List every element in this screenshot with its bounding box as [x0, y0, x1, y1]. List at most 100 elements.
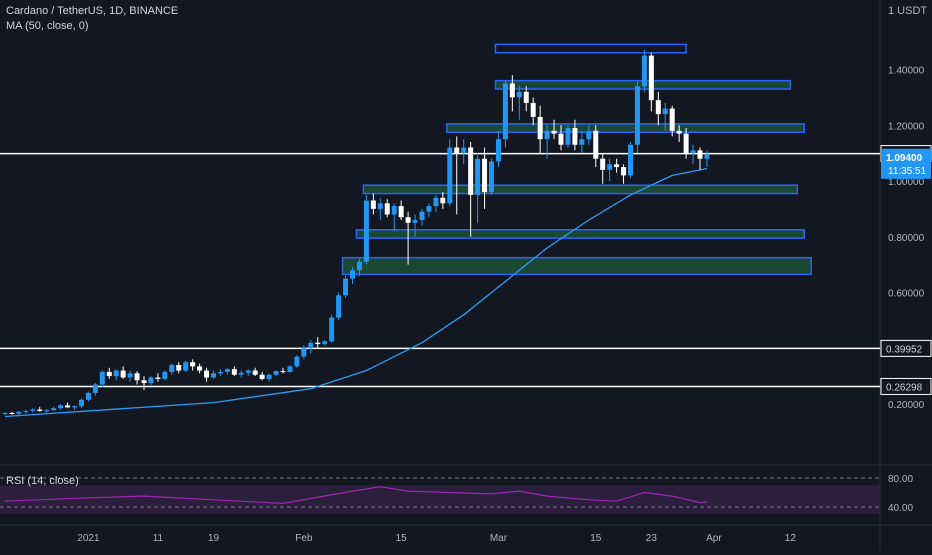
candle-body-71: [495, 139, 501, 162]
horizontal-line-label-box-1: [880, 339, 932, 357]
candle-body-16: [113, 370, 119, 377]
candle-body-57: [398, 206, 404, 218]
candle-body-50: [350, 270, 355, 279]
candle-body-65: [454, 147, 460, 154]
candle-body-64: [447, 147, 453, 204]
price-tick-label-2: 1.00000: [888, 177, 925, 188]
candle-body-79: [551, 130, 557, 134]
candle-body-1: [9, 412, 15, 414]
time-tick-label-1: 11: [153, 533, 164, 544]
candle-body-51: [356, 261, 362, 271]
candle-body-24: [169, 364, 175, 372]
time-tick-label-6: 15: [590, 533, 602, 544]
candle-body-26: [183, 362, 189, 371]
candle-body-36: [252, 370, 258, 375]
candle-body-89: [621, 167, 627, 176]
time-tick-label-8: Apr: [706, 533, 722, 544]
ma-legend: MA (50, close, 0): [6, 20, 89, 32]
candle-body-21: [148, 377, 154, 384]
candle-body-75: [523, 91, 529, 103]
candle-body-18: [127, 373, 133, 378]
symbol-legend: Cardano / TetherUS, 1D, BINANCE: [6, 5, 179, 17]
candle-body-41: [287, 366, 293, 372]
candle-body-61: [426, 206, 432, 212]
candle-body-95: [662, 108, 668, 115]
candle-body-45: [315, 342, 321, 345]
candle-body-47: [329, 317, 335, 342]
candle-body-87: [607, 164, 613, 170]
time-tick-label-7: 23: [646, 533, 658, 544]
candle-body-101: [704, 154, 710, 159]
candle-body-32: [224, 369, 230, 372]
candle-body-96: [669, 108, 675, 131]
candle-body-58: [405, 217, 411, 223]
candle-body-69: [482, 158, 488, 193]
candle-body-90: [628, 144, 633, 176]
candle-body-2: [16, 411, 22, 414]
candle-body-28: [197, 366, 203, 371]
time-tick-label-5: Mar: [490, 533, 508, 544]
candle-body-91: [634, 86, 640, 145]
candle-body-74: [516, 91, 522, 98]
candle-body-98: [683, 133, 689, 154]
rsi-level-label-1: 40.00: [888, 503, 913, 514]
candle-body-62: [433, 197, 439, 207]
candle-body-99: [690, 150, 696, 154]
time-tick-label-9: 12: [785, 533, 797, 544]
candle-body-86: [600, 158, 606, 170]
candle-body-82: [572, 128, 578, 145]
time-tick-label-2: 19: [208, 533, 220, 544]
candle-body-40: [280, 371, 286, 373]
candle-body-3: [23, 410, 29, 412]
candle-body-22: [155, 377, 161, 379]
candle-body-52: [363, 200, 369, 262]
candle-body-27: [190, 362, 196, 367]
candle-body-15: [106, 371, 112, 377]
support-resistance-zone-4: [341, 256, 812, 276]
time-tick-label-0: 2021: [77, 533, 100, 544]
candle-body-12: [85, 392, 91, 400]
candle-body-72: [502, 83, 508, 140]
current-price-label: 1.09400: [886, 153, 923, 164]
candle-body-77: [537, 116, 543, 140]
support-resistance-zone-5: [494, 43, 687, 54]
candle-body-43: [301, 348, 307, 357]
candle-body-88: [614, 164, 620, 168]
candle-body-92: [641, 55, 647, 87]
candle-body-54: [377, 203, 383, 209]
candle-body-33: [231, 369, 237, 375]
candle-body-48: [336, 295, 342, 318]
candle-body-29: [204, 370, 210, 378]
candle-body-20: [141, 380, 147, 384]
candle-body-94: [655, 100, 661, 115]
support-resistance-zone-1: [446, 123, 805, 133]
candle-body-59: [412, 220, 418, 223]
candle-body-73: [509, 83, 515, 98]
candle-body-38: [266, 374, 272, 379]
time-tick-label-3: Feb: [295, 533, 313, 544]
candle-body-44: [308, 342, 314, 349]
time-tick-label-4: 15: [396, 533, 408, 544]
countdown-label: 11:35:51: [888, 166, 927, 177]
candle-body-49: [343, 278, 349, 296]
support-resistance-zone-3: [355, 229, 805, 239]
candle-body-23: [162, 371, 168, 379]
candle-body-85: [593, 130, 599, 159]
candle-body-7: [51, 408, 57, 411]
candle-body-56: [391, 206, 397, 215]
price-tick-label-0: 1.40000: [888, 66, 925, 77]
candle-body-93: [648, 55, 654, 101]
candle-body-42: [294, 356, 300, 367]
ma50-line: [4, 167, 708, 418]
candle-body-35: [245, 370, 251, 373]
candle-body-46: [322, 341, 328, 345]
price-unit: 1 USDT: [888, 5, 928, 17]
candle-body-14: [99, 371, 105, 385]
candle-body-9: [65, 405, 71, 408]
candle-body-80: [558, 133, 564, 145]
price-tick-label-3: 0.80000: [888, 233, 925, 244]
candle-body-8: [58, 405, 64, 409]
candle-body-83: [579, 139, 585, 145]
rsi-band: [0, 485, 880, 515]
